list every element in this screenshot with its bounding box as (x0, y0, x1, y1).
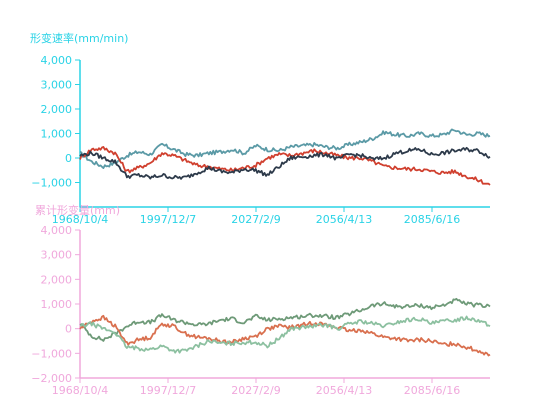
series-line-1 (79, 128, 491, 170)
x-tick-label: 1968/10/4 (52, 384, 108, 397)
y-axis-title: 形变速率(mm/min) (30, 31, 128, 45)
y-tick-label: 1,000 (41, 128, 73, 141)
x-tick-label: 1997/12/7 (140, 213, 196, 226)
y-tick-label: −1,000 (31, 347, 72, 360)
y-tick-label: 0 (65, 152, 72, 165)
y-tick-label: 0 (65, 323, 72, 336)
x-tick-label: 2085/6/16 (404, 384, 460, 397)
y-tick-label: 3,000 (41, 249, 73, 262)
series-line-3 (79, 315, 491, 354)
series-line-2 (79, 314, 491, 357)
x-tick-label: 2085/6/16 (404, 213, 460, 226)
y-tick-label: −2,000 (31, 372, 72, 385)
y-tick-label: 1,000 (41, 298, 73, 311)
x-tick-label: 2056/4/13 (316, 213, 372, 226)
series-line-3 (79, 146, 491, 180)
y-tick-label: 2,000 (41, 273, 73, 286)
cumulative-deformation-chart: 累计形变量(mm) −2,000 −1,000 0 1,000 2,000 3,000 4,0… (31, 203, 491, 397)
x-tick-label: 1997/12/7 (140, 384, 196, 397)
y-tick-label: −1,000 (31, 177, 72, 190)
x-tick-label: 2027/2/9 (231, 213, 280, 226)
x-tick-label: 2027/2/9 (231, 384, 280, 397)
series-line-2 (79, 145, 491, 186)
x-tick-label: 1968/10/4 (52, 213, 108, 226)
y-tick-label: 2,000 (41, 103, 73, 116)
deformation-rate-chart: 形变速率(mm/min) −1,000 0 1,000 2,000 3,000 4,000 1… (30, 31, 491, 226)
y-axis-title: 累计形变量(mm) (35, 203, 120, 217)
y-tick-label: 4,000 (41, 224, 73, 237)
series-line-1 (79, 297, 491, 342)
x-tick-label: 2056/4/13 (316, 384, 372, 397)
y-tick-label: 4,000 (41, 54, 73, 67)
y-tick-label: 3,000 (41, 79, 73, 92)
